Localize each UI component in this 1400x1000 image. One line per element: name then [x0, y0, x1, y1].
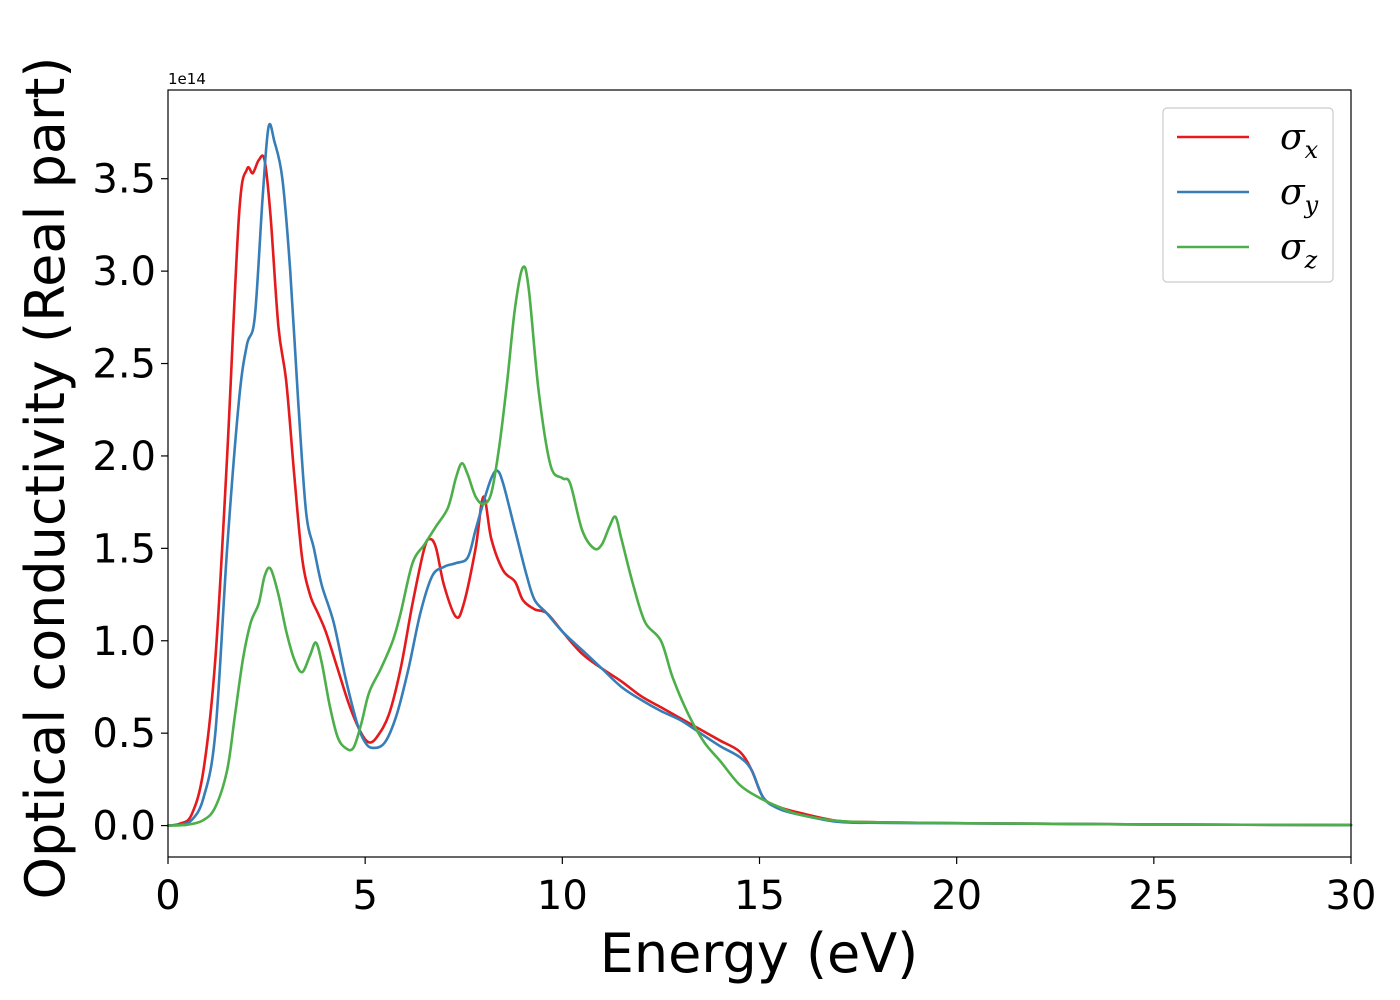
- x-axis-label: Energy (eV): [600, 922, 919, 985]
- x-axis: 0 5 10 15 20 25 30: [155, 857, 1376, 919]
- legend-label-x: σx: [1280, 117, 1319, 164]
- y-tick-label: 3.0: [92, 249, 156, 295]
- y-axis: 0.0 0.5 1.0 1.5 2.0 2.5 3.0 3.5: [92, 157, 168, 850]
- y-offset-label: 1e14: [168, 70, 206, 88]
- legend-label-y: σy: [1280, 172, 1319, 219]
- y-axis-label: Optical conductivity (Real part): [14, 57, 77, 900]
- y-tick-label: 3.5: [92, 157, 156, 203]
- x-tick-label: 0: [155, 873, 180, 919]
- y-tick-label: 0.5: [92, 711, 156, 757]
- series-line-x: [166, 154, 1353, 827]
- y-tick-label: 2.0: [92, 434, 156, 480]
- y-tick-label: 1.5: [92, 526, 156, 572]
- x-tick-label: 15: [734, 873, 785, 919]
- series-line-y: [166, 122, 1353, 827]
- legend: σx σy σz: [1162, 107, 1334, 283]
- x-tick-label: 25: [1128, 873, 1179, 919]
- y-tick-label: 2.5: [92, 342, 156, 388]
- series-layer: [166, 122, 1353, 827]
- x-tick-label: 20: [931, 873, 982, 919]
- x-tick-label: 30: [1326, 873, 1377, 919]
- series-line-z: [166, 265, 1353, 827]
- x-tick-label: 10: [537, 873, 588, 919]
- legend-label-z: σz: [1280, 227, 1318, 274]
- plot-background: [168, 90, 1351, 857]
- legend-box: [1162, 107, 1334, 283]
- x-tick-label: 5: [352, 873, 377, 919]
- y-tick-label: 1.0: [92, 619, 156, 665]
- y-tick-label: 0.0: [92, 804, 156, 850]
